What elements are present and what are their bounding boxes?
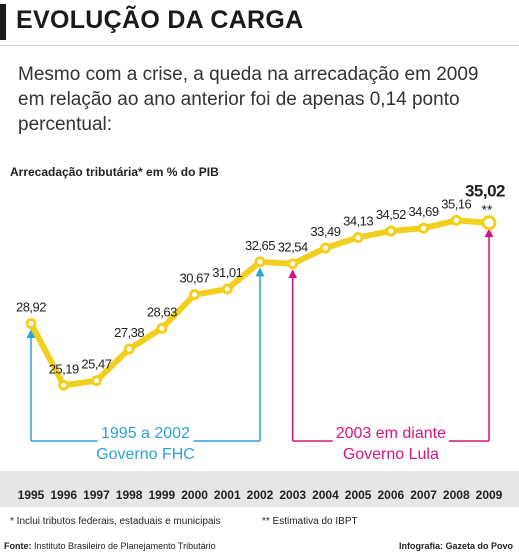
data-label-2004: 33,49 <box>310 224 340 239</box>
source-label: Fonte: <box>4 541 32 551</box>
data-point-2004 <box>319 242 331 254</box>
period1-name-label: Governo FHC <box>96 446 195 463</box>
title-accent-bar <box>0 4 6 40</box>
x-tick-2007: 2007 <box>410 488 437 502</box>
data-point-1996 <box>58 379 70 391</box>
x-tick-2004: 2004 <box>312 488 339 502</box>
line-chart: 1995 a 2002 Governo FHC 2003 em diante Gove… <box>0 182 519 507</box>
data-point-2005 <box>352 231 364 243</box>
period1-label-bg <box>97 421 194 465</box>
data-label-1996: 25,19 <box>49 361 79 376</box>
data-label-2006: 34,52 <box>376 207 406 222</box>
period2-label-bg <box>332 421 449 465</box>
data-point-2007 <box>418 222 430 234</box>
period-annotations: 1995 a 2002 Governo FHC 2003 em diante Gove… <box>26 228 494 465</box>
data-point-2001 <box>221 283 233 295</box>
data-point-2000 <box>189 289 201 301</box>
data-label-2009: 35,02 <box>465 182 505 201</box>
estimate-marker: ** <box>482 202 493 218</box>
data-point-1998 <box>123 343 135 355</box>
data-label-2007: 34,69 <box>409 204 439 219</box>
data-label-2005: 34,13 <box>343 213 373 228</box>
x-tick-2009: 2009 <box>476 488 503 502</box>
period2-years-label: 2003 em diante <box>336 425 446 442</box>
data-label-1997: 25,47 <box>81 357 111 372</box>
x-tick-2005: 2005 <box>345 488 372 502</box>
data-point-2003 <box>287 258 299 270</box>
data-label-2008: 35,16 <box>441 196 471 211</box>
data-label-2002: 32,65 <box>245 238 275 253</box>
period2-name-label: Governo Lula <box>343 446 439 463</box>
data-label-2003: 32,54 <box>278 240 308 255</box>
data-point-1997 <box>90 375 102 387</box>
x-tick-1997: 1997 <box>83 488 110 502</box>
x-tick-1998: 1998 <box>116 488 143 502</box>
x-axis-band-bg <box>0 471 519 507</box>
footnote-estimate: ** Estimativa do IBPT <box>262 516 358 527</box>
footnote-included-taxes: * Inclui tributos federais, estaduais e … <box>10 516 221 527</box>
data-point-2009 <box>481 215 497 231</box>
x-tick-1995: 1995 <box>18 488 45 502</box>
data-point-1995 <box>25 318 37 330</box>
subtitle: Mesmo com a crise, a queda na arrecadaçã… <box>18 64 479 135</box>
data-point-2008 <box>450 214 462 226</box>
data-point-2002 <box>254 256 266 268</box>
data-point-1999 <box>156 322 168 334</box>
title-divider <box>0 45 519 46</box>
x-tick-2006: 2006 <box>378 488 405 502</box>
source-line: Fonte: Instituto Brasileiro de Planejame… <box>4 541 216 551</box>
x-tick-1996: 1996 <box>50 488 77 502</box>
x-tick-2000: 2000 <box>181 488 208 502</box>
page-title: EVOLUÇÃO DA CARGA <box>16 6 304 34</box>
source-text: Instituto Brasileiro de Planejamento Tri… <box>34 541 216 551</box>
data-label-1998: 27,38 <box>114 325 144 340</box>
x-tick-labels: 1995 1996 1997 1998 1999 2000 2001 2002 2003 2004… <box>18 488 503 502</box>
credit-text: Infografia: Gazeta do Povo <box>398 541 513 551</box>
data-label-2000: 30,67 <box>180 271 210 286</box>
data-label-1999: 28,63 <box>147 304 177 319</box>
period1-years-label: 1995 a 2002 <box>101 425 190 442</box>
data-label-1995: 28,92 <box>16 300 46 315</box>
title-bar: EVOLUÇÃO DA CARGA <box>0 0 519 44</box>
x-tick-2002: 2002 <box>247 488 274 502</box>
data-label-2001: 31,01 <box>212 265 242 280</box>
x-tick-2001: 2001 <box>214 488 241 502</box>
x-tick-2003: 2003 <box>279 488 306 502</box>
data-point-2006 <box>385 225 397 237</box>
data-points <box>25 214 497 391</box>
y-axis-label: Arrecadação tributária* em % do PIB <box>10 165 219 179</box>
x-tick-1999: 1999 <box>149 488 176 502</box>
x-axis-band <box>0 471 519 507</box>
x-tick-2008: 2008 <box>443 488 470 502</box>
